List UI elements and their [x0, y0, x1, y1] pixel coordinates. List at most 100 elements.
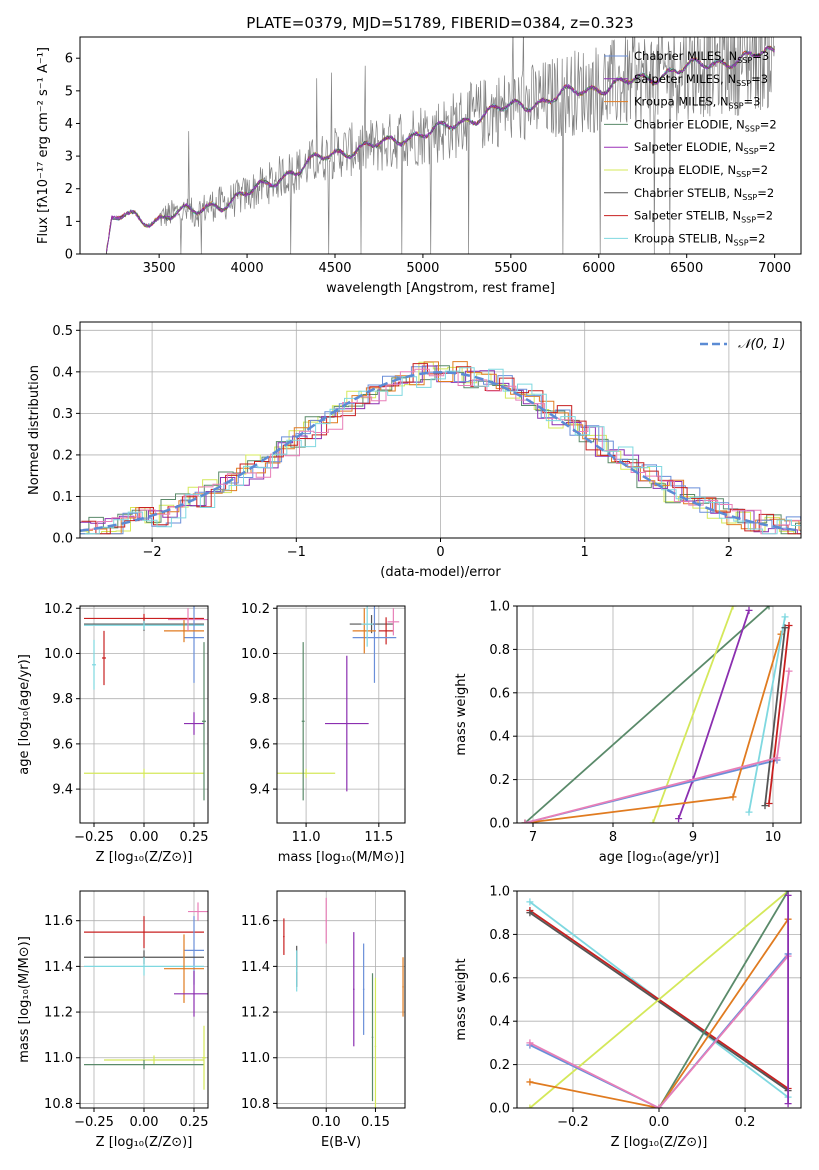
y-tick-label: 0 [65, 248, 73, 263]
y-tick-label: 0.4 [52, 365, 73, 380]
series-line-chabrier-miles [529, 953, 789, 1108]
x-tick-label: −1 [287, 545, 306, 560]
data-point [203, 720, 205, 723]
y-tick-label: 4 [65, 117, 73, 132]
data-point [373, 636, 376, 639]
y-axis-label: mass [log₁₀(M/M⊙)] [17, 936, 32, 1063]
y-axis-label: age [log₁₀(age/yr)] [17, 654, 32, 775]
legend-label-main: Chabrier STELIB, N [634, 186, 742, 200]
y-tick-label: 9.8 [52, 692, 73, 707]
data-point [193, 992, 195, 995]
mass_vs_Z-points [84, 902, 208, 1090]
data-point [346, 722, 348, 725]
x-tick-label: 0.2 [735, 1115, 756, 1130]
y-tick-label: 10.0 [241, 647, 270, 662]
data-point [402, 986, 404, 988]
data-point [325, 919, 328, 922]
x-tick-label: −0.25 [74, 1115, 114, 1130]
x-tick-label: 0.0 [649, 1115, 670, 1130]
series-marker [765, 799, 773, 807]
data-point [353, 988, 355, 991]
data-point [197, 910, 199, 913]
data-point [183, 630, 185, 632]
figure-title: PLATE=0379, MJD=51789, FIBERID=0384, z=0… [246, 14, 633, 32]
legend-label-suffix: =2 [751, 163, 768, 177]
model-spectrum-salpeter-elodie-line [106, 46, 775, 252]
x-axis-label: wavelength [Angstrom, rest frame] [326, 281, 555, 296]
mass_vs_EBV-points [283, 897, 404, 1108]
x-tick-label: 0.25 [180, 1115, 209, 1130]
series-marker [521, 819, 529, 823]
data-point [103, 657, 105, 659]
y-tick-label: 11.6 [44, 914, 73, 929]
histogram-traces [80, 361, 801, 535]
series-marker [785, 622, 793, 630]
x-tick-label: 5500 [494, 261, 527, 276]
legend-label-main: Chabrier MILES, N [634, 49, 737, 63]
series-marker [526, 1039, 534, 1047]
axes-frame [79, 36, 802, 255]
data-point [183, 967, 185, 970]
mass_weight_vs_age-series [521, 606, 793, 823]
spectrum-traces [106, 37, 775, 254]
legend-label-suffix: =2 [760, 117, 777, 131]
mass_weight_vs_Z-series [526, 891, 792, 1108]
series-line-kroupa-miles [529, 918, 789, 1108]
y-tick-label: 0.5 [52, 324, 73, 339]
y-tick-label: 0.2 [52, 448, 73, 463]
axes-frame [276, 605, 406, 824]
data-point [193, 636, 195, 639]
data-point [366, 623, 368, 625]
y-axis-label: Normed distribution [27, 365, 42, 495]
x-tick-label: 4000 [231, 261, 264, 276]
histogram-kroupa-stelib-step [84, 367, 801, 535]
y-tick-label: 10.2 [241, 602, 270, 617]
y-tick-label: 0.0 [489, 817, 510, 832]
histogram-salpeter-miles-step [80, 365, 801, 535]
x-tick-label: 4500 [318, 261, 351, 276]
data-point [193, 722, 195, 725]
legend-label: Chabrier ELODIE, NSSP=2 [634, 117, 777, 133]
data-point [143, 965, 145, 968]
x-tick-label: 11.5 [364, 830, 393, 845]
data-point [143, 931, 145, 933]
x-tick-label: 10 [765, 830, 782, 845]
y-tick-label: 0.2 [489, 1058, 510, 1073]
series-marker [781, 613, 789, 621]
series-line-chabrier-elodie [658, 891, 789, 1108]
legend-label-suffix: =2 [749, 231, 766, 245]
series-line-kroupa-miles [524, 633, 782, 823]
y-tick-label: 11.0 [241, 1051, 270, 1066]
series-line-pink [529, 955, 789, 1108]
legend-label-sub: SSP [736, 79, 751, 88]
y-tick-label: 3 [65, 150, 73, 165]
data-point [295, 970, 298, 972]
y-tick-label: 5 [65, 84, 73, 99]
series-marker [655, 1104, 663, 1108]
x-tick-label: 0.25 [180, 830, 209, 845]
series-marker [729, 606, 737, 610]
series-marker [745, 808, 753, 816]
legend-label-main: Kroupa MILES, N [634, 95, 729, 109]
mass_weight_vs_Z-panel: −0.2 0.0 0.2 0.0 0.2 0.4 0.6 0.8 1.0 Z [log₁₀(Z/Z… [454, 885, 802, 1150]
y-tick-label: 0.0 [489, 1102, 510, 1117]
legend-label-main: Kroupa ELODIE, N [634, 163, 736, 177]
y-tick-label: 2 [65, 182, 73, 197]
axes-frame [276, 890, 406, 1109]
series-marker [784, 1100, 792, 1108]
legend-label-main: Kroupa STELIB, N [634, 231, 734, 245]
series-line-salpeter-stelib [768, 625, 790, 804]
y-tick-label: 1.0 [489, 885, 510, 900]
data-point [143, 772, 145, 775]
y-tick-label: 0.4 [489, 730, 510, 745]
legend-label-suffix: =2 [757, 186, 774, 200]
series-marker [745, 606, 753, 614]
series-marker [773, 754, 781, 762]
age_vs_Z-panel: −0.25 0.00 0.25 9.4 9.6 9.8 10.0 10.2 Z [log₁₀(Z… [17, 602, 209, 865]
y-tick-label: 11.6 [241, 914, 270, 929]
age_vs_mass-points [277, 606, 400, 801]
x-axis-label: Z [log₁₀(Z/Z⊙)] [96, 850, 193, 865]
y-tick-label: 0.3 [52, 407, 73, 422]
x-tick-label: 6500 [670, 261, 703, 276]
y-tick-label: 1.0 [489, 600, 510, 615]
